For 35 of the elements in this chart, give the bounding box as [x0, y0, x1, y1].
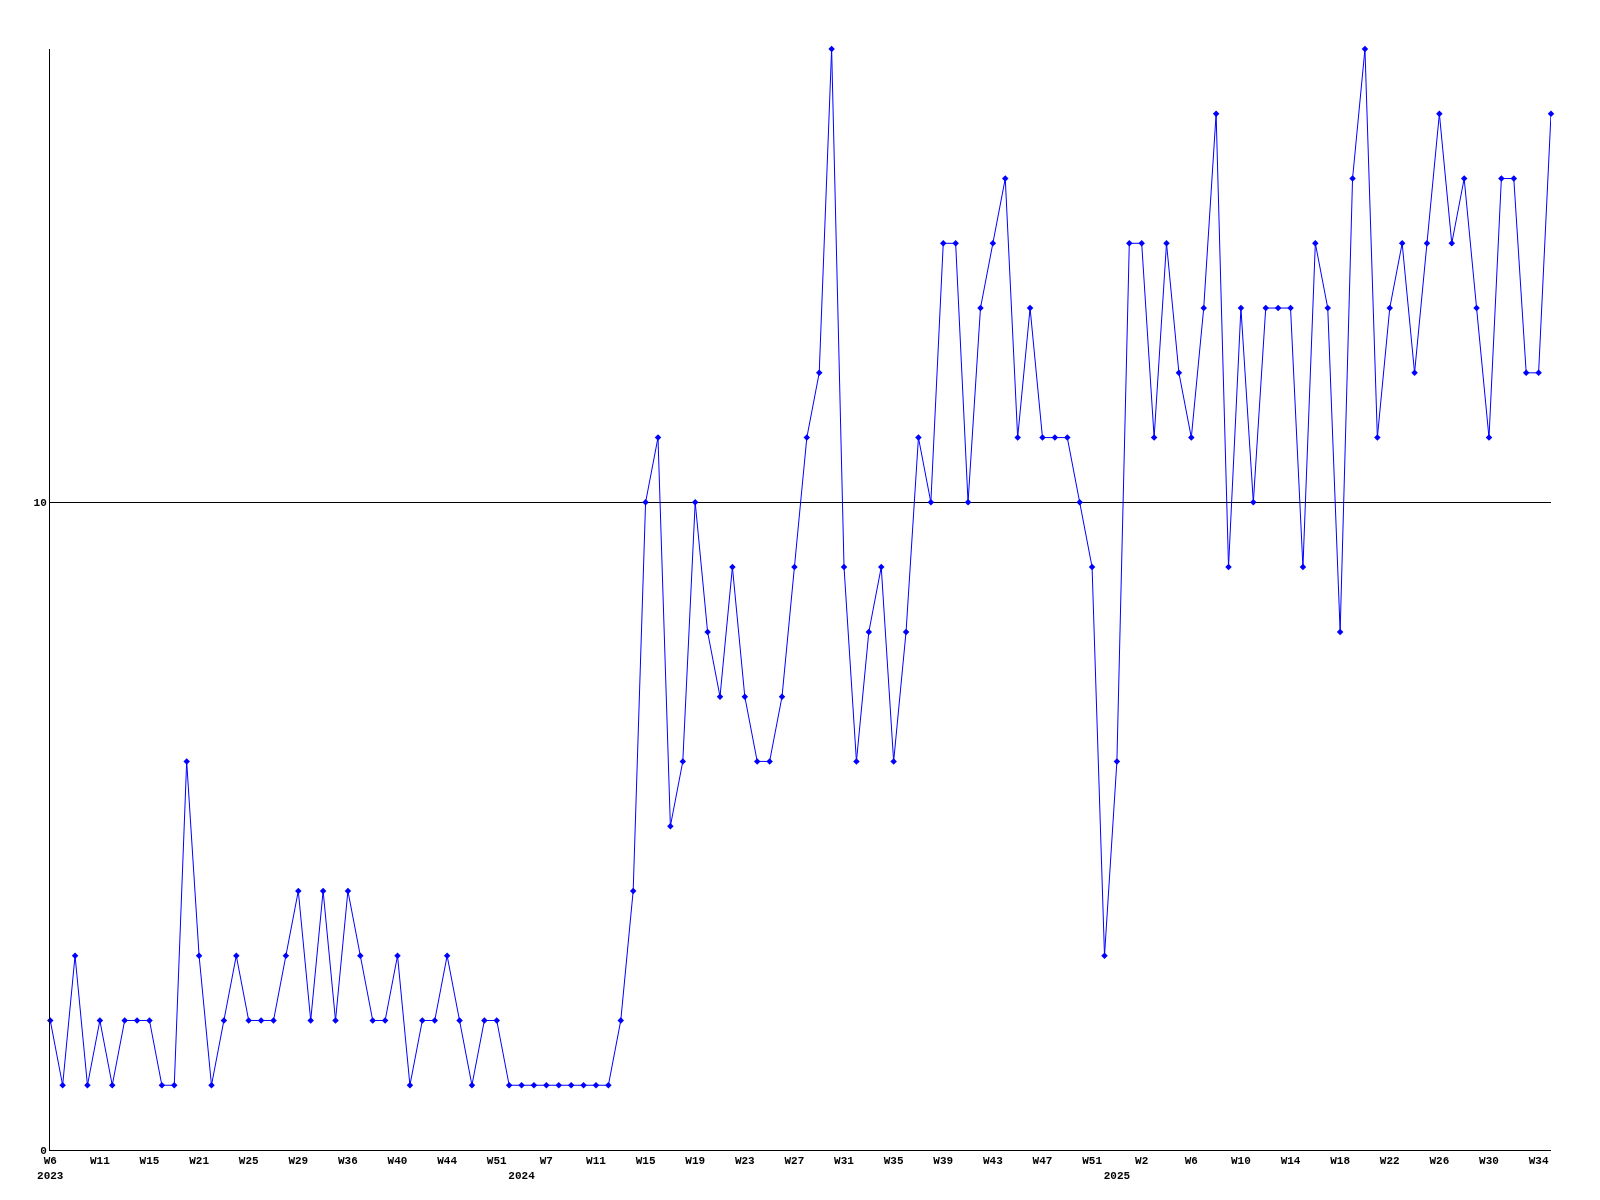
x-tick-label: W21	[189, 1155, 210, 1168]
x-tick-label: W7	[539, 1155, 553, 1168]
x-tick-label: W47	[1032, 1155, 1053, 1168]
x-tick-label: W15	[139, 1155, 160, 1168]
x-tick-label: W14	[1280, 1155, 1301, 1168]
x-tick-label: 2025	[1103, 1169, 1131, 1182]
y-tick-label: 0	[40, 1144, 47, 1157]
x-tick-label: W39	[933, 1155, 954, 1168]
x-tick-label: W40	[387, 1155, 408, 1168]
x-tick-label: W23	[734, 1155, 756, 1168]
x-tick-label: W2	[1135, 1155, 1149, 1168]
x-tick-label: W15	[635, 1155, 656, 1168]
x-tick-label: W22	[1379, 1155, 1400, 1168]
x-tick-label: W43	[982, 1155, 1004, 1168]
x-tick-label: W44	[437, 1155, 458, 1168]
x-tick-label: W11	[586, 1155, 607, 1168]
x-tick-label: W51	[486, 1155, 508, 1168]
x-tick-label: W30	[1479, 1155, 1499, 1168]
x-tick-label: W31	[834, 1155, 855, 1168]
x-tick-label: W25	[238, 1155, 259, 1168]
x-tick-label: W51	[1082, 1155, 1103, 1168]
x-tick-label: W27	[784, 1155, 805, 1168]
x-tick-label: W34	[1528, 1155, 1549, 1168]
x-tick-label: W10	[1231, 1155, 1251, 1168]
x-tick-label: W6	[1184, 1155, 1198, 1168]
x-tick-label: W36	[338, 1155, 358, 1168]
x-tick-label: W18	[1330, 1155, 1351, 1168]
x-tick-label: W19	[685, 1155, 706, 1168]
y-tick-label: 10	[33, 497, 47, 510]
x-tick-label: 2024	[508, 1169, 536, 1182]
x-tick-label: W11	[89, 1155, 111, 1168]
x-tick-label: W26	[1429, 1155, 1450, 1168]
x-tick-label: W29	[288, 1155, 309, 1168]
x-tick-label: W6 2023	[37, 1155, 64, 1182]
x-tick-label: W35	[883, 1155, 904, 1168]
